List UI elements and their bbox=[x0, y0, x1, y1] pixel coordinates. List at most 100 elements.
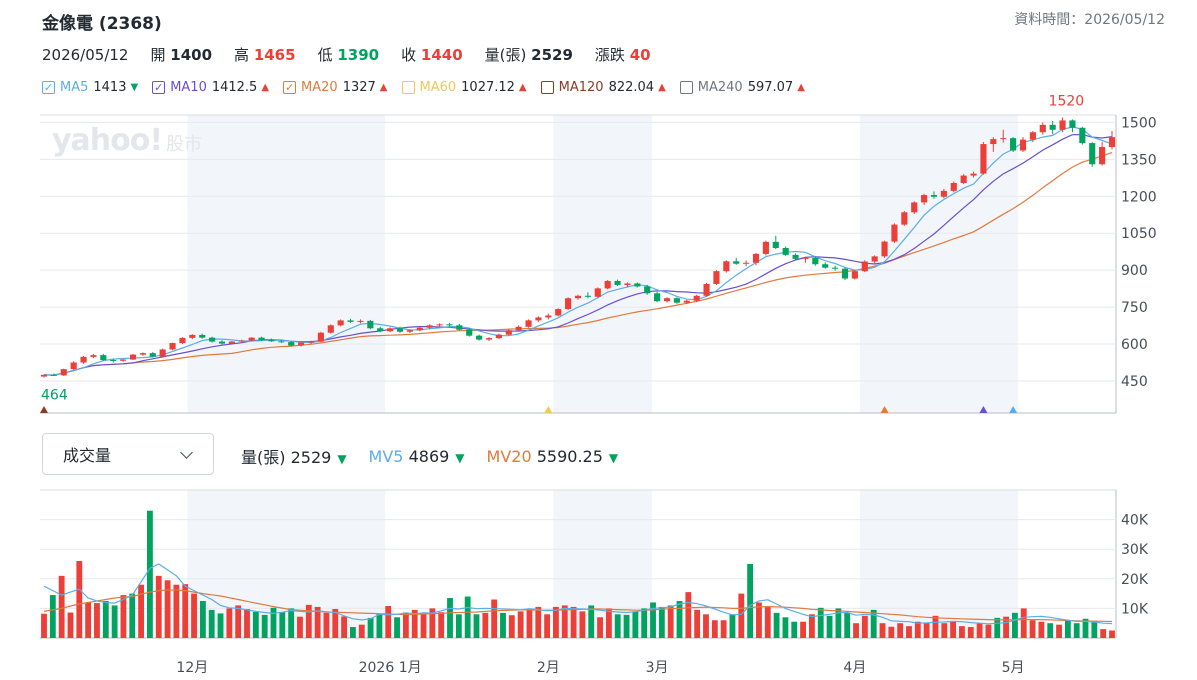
candle-body bbox=[1049, 124, 1056, 130]
volume-bar bbox=[1047, 623, 1054, 638]
down-arrow-icon: ▼ bbox=[337, 452, 347, 466]
candle-body bbox=[683, 300, 690, 303]
quote-date: 2026/05/12 bbox=[42, 46, 129, 64]
candle-body bbox=[535, 317, 542, 321]
candle-body bbox=[911, 202, 918, 213]
volume-bar bbox=[455, 614, 462, 638]
volume-bar bbox=[932, 615, 939, 638]
candle-body bbox=[1059, 120, 1066, 130]
price-tick-label: 1350 bbox=[1121, 152, 1157, 168]
candle-body bbox=[1099, 147, 1106, 165]
candle-body bbox=[396, 328, 404, 332]
volume-bar bbox=[94, 603, 100, 638]
ma-toggle-ma120[interactable]: MA120 822.04 ▲ bbox=[540, 80, 666, 95]
candle-body bbox=[238, 340, 245, 342]
candle-body bbox=[377, 328, 384, 332]
volume-bar bbox=[49, 595, 56, 638]
price-tick-label: 900 bbox=[1121, 263, 1148, 279]
ma-toggle-ma10[interactable]: ✓ MA10 1412.5 ▲ bbox=[152, 80, 269, 95]
candle-body bbox=[525, 320, 532, 327]
volume-bar bbox=[835, 608, 842, 638]
mv5-legend-item: MV5 4869 ▼ bbox=[369, 447, 465, 466]
volume-bar bbox=[323, 612, 330, 638]
volume-bar bbox=[332, 608, 339, 638]
ma5-line bbox=[43, 126, 1113, 376]
candle-body bbox=[70, 362, 77, 370]
volume-bar bbox=[738, 593, 745, 638]
ma-toggle-ma240[interactable]: MA240 597.07 ▲ bbox=[679, 80, 805, 95]
volume-bar bbox=[1011, 612, 1018, 638]
candle-body bbox=[387, 328, 394, 332]
volume-bar bbox=[826, 615, 833, 638]
ma-toggle-ma5[interactable]: ✓ MA5 1413 ▼ bbox=[42, 80, 138, 95]
candle-body bbox=[495, 334, 502, 339]
ma-value: 1327 bbox=[342, 80, 376, 95]
volume-bar bbox=[950, 621, 957, 638]
checkbox-icon[interactable]: ✓ bbox=[42, 81, 55, 94]
volume-bar bbox=[526, 609, 533, 638]
volume-bar bbox=[491, 599, 498, 638]
candle-body bbox=[228, 341, 235, 344]
volume-bar bbox=[385, 606, 392, 638]
volume-bar bbox=[747, 564, 754, 638]
candle-body bbox=[416, 327, 423, 331]
candle-body bbox=[851, 271, 858, 279]
indicator-dropdown[interactable]: 成交量 bbox=[42, 433, 214, 475]
checkbox-icon[interactable]: ✓ bbox=[152, 81, 166, 94]
volume-bar bbox=[605, 608, 612, 638]
low-value: 1390 bbox=[337, 46, 380, 64]
high-value: 1465 bbox=[253, 46, 296, 64]
candle-body bbox=[288, 342, 295, 346]
down-arrow-icon: ▼ bbox=[455, 450, 465, 465]
volume-tick-label: 30K bbox=[1121, 542, 1149, 558]
volume-bar bbox=[305, 604, 312, 638]
shaded-band bbox=[187, 490, 386, 638]
volume-bar bbox=[579, 611, 586, 638]
checkbox-icon[interactable] bbox=[401, 81, 415, 94]
ma-name: MA5 bbox=[60, 80, 89, 95]
candle-body bbox=[584, 295, 591, 297]
volume-bar bbox=[173, 584, 180, 638]
shaded-band bbox=[859, 490, 1019, 638]
close-value: 1440 bbox=[420, 46, 463, 64]
mv20-value: 5590.25 bbox=[536, 446, 603, 466]
candle-body bbox=[663, 298, 671, 302]
volume-bar bbox=[111, 605, 118, 638]
candle-body bbox=[1039, 124, 1046, 133]
volume-bar bbox=[685, 592, 692, 638]
ma-toggle-ma20[interactable]: ✓ MA20 1327 ▲ bbox=[283, 80, 388, 95]
yahoo-logo: yahoo! 股市 bbox=[52, 123, 202, 158]
ma-legend: ✓ MA5 1413 ▼ ✓ MA10 1412.5 ▲ ✓ MA20 1327 ▲ MA60 1027.… bbox=[42, 80, 819, 95]
volume-bar bbox=[535, 606, 542, 638]
candle-body bbox=[258, 337, 265, 341]
volume-bar bbox=[808, 614, 815, 638]
candle-body bbox=[1108, 137, 1116, 148]
volume-bar bbox=[482, 612, 489, 638]
volume-tick-label: 40K bbox=[1121, 513, 1149, 529]
volume-bar bbox=[676, 601, 683, 638]
chevron-down-icon bbox=[180, 446, 193, 459]
candle-body bbox=[307, 341, 315, 343]
candle-body bbox=[802, 257, 809, 259]
checkbox-icon[interactable] bbox=[679, 81, 693, 94]
volume-bar bbox=[58, 575, 65, 638]
ma-name: MA240 bbox=[697, 80, 743, 95]
candle-body bbox=[209, 337, 216, 342]
x-tick-label: 3月 bbox=[646, 660, 669, 676]
high-label: 高 bbox=[234, 46, 250, 64]
max-price-label: 1520 bbox=[1049, 93, 1085, 109]
shaded-band bbox=[553, 115, 653, 413]
checkbox-icon[interactable]: ✓ bbox=[283, 81, 297, 94]
change-value: 40 bbox=[629, 46, 651, 64]
volume-bar bbox=[658, 606, 665, 638]
candle-body bbox=[466, 329, 473, 336]
volume-bar bbox=[923, 622, 930, 638]
open-price: 開 1400 bbox=[150, 44, 212, 65]
ma-toggle-ma60[interactable]: MA60 1027.12 ▲ bbox=[401, 80, 527, 95]
checkbox-icon[interactable] bbox=[540, 81, 554, 94]
volume-bar bbox=[1029, 620, 1036, 638]
x-tick-label: 2026 1月 bbox=[359, 660, 422, 676]
volume-bar bbox=[85, 602, 92, 638]
volume-bar bbox=[994, 617, 1001, 638]
